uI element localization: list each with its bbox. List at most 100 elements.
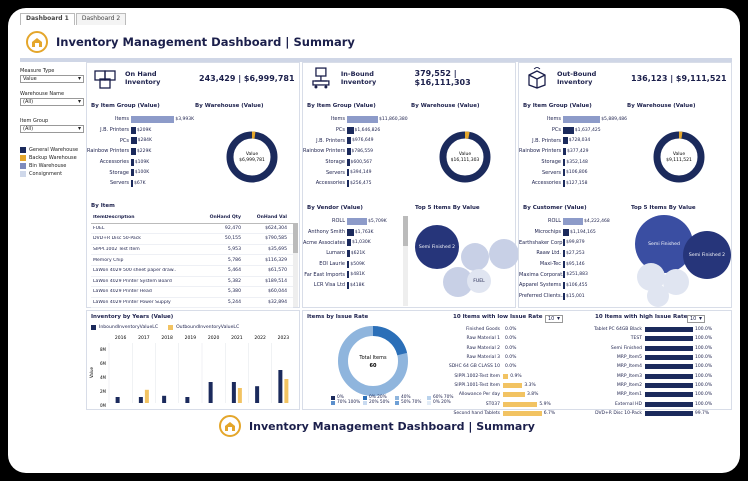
- legend-item[interactable]: 0% 20%: [363, 395, 395, 400]
- issue-row[interactable]: Raw Material 1 0.0%: [433, 334, 573, 343]
- legend-item[interactable]: 60% 70%: [427, 395, 459, 400]
- bar[interactable]: [131, 126, 136, 134]
- bar[interactable]: [347, 169, 349, 177]
- column-header[interactable]: ItemDescription: [93, 215, 135, 221]
- bar-row[interactable]: Lumaro $621K: [303, 248, 387, 259]
- inbound-bar[interactable]: [185, 397, 190, 403]
- issue-row[interactable]: External HD 100.0%: [575, 399, 731, 408]
- table-row[interactable]: DVD+R Disc 50-Pack 50,155 $790,585: [91, 234, 293, 245]
- bar[interactable]: [563, 281, 565, 289]
- bar-row[interactable]: Apparel Systems $106,455: [519, 280, 610, 291]
- bar-row[interactable]: Items $5,889,486: [519, 114, 627, 125]
- bar-row[interactable]: Servers $67K: [87, 178, 194, 189]
- bar-row[interactable]: Raaw Ltd. $27,253: [519, 248, 610, 259]
- legend-item[interactable]: 40%: [395, 395, 427, 400]
- bar-row[interactable]: PCs $1,637,425: [519, 125, 627, 136]
- issue-row[interactable]: MRP_Item5 100.0%: [575, 353, 731, 362]
- issue-bar[interactable]: [503, 382, 523, 388]
- issue-bar[interactable]: [503, 392, 525, 398]
- bar[interactable]: [563, 126, 574, 134]
- bar[interactable]: [563, 271, 566, 279]
- table-row[interactable]: Memory Chip 5,786 $116,329: [91, 255, 293, 266]
- table-row[interactable]: LaWon 4029 Printer Head 5,380 $60,044: [91, 287, 293, 298]
- bar[interactable]: [347, 147, 351, 155]
- tab-dashboard-1[interactable]: Dashboard 1: [20, 13, 75, 25]
- bar[interactable]: [131, 158, 134, 166]
- bar[interactable]: [347, 249, 350, 257]
- issue-row[interactable]: ST037 5.9%: [433, 399, 573, 408]
- bar[interactable]: [347, 126, 354, 134]
- table-row[interactable]: LaWon 4029 500 sheet paper draw.. 5,464 $6…: [91, 266, 293, 277]
- bar-row[interactable]: J.B. Printers $728,034: [519, 135, 627, 146]
- inbound-bar[interactable]: [231, 382, 236, 403]
- inbound-bar[interactable]: [278, 370, 283, 403]
- issue-bar[interactable]: [645, 364, 693, 370]
- bar[interactable]: [563, 137, 568, 145]
- legend-item[interactable]: Bin Warehouse: [20, 163, 88, 169]
- bar[interactable]: [347, 239, 351, 247]
- measure-select[interactable]: Value: [20, 75, 84, 83]
- issue-row[interactable]: SIPPI.1001-Test Item 3.3%: [433, 381, 573, 390]
- issue-row[interactable]: Raw Material 3 0.0%: [433, 353, 573, 362]
- bar-row[interactable]: Anthony Smith $1,763K: [303, 227, 387, 238]
- bar[interactable]: [347, 179, 349, 187]
- bar[interactable]: [347, 217, 367, 225]
- outbound-bar[interactable]: [237, 388, 242, 403]
- bar-row[interactable]: Items $3,993K: [87, 114, 194, 125]
- bubble-fuel[interactable]: FUEL: [467, 269, 491, 293]
- issue-bar[interactable]: [645, 392, 693, 398]
- column-header[interactable]: OnHand Qty: [209, 215, 241, 221]
- bar[interactable]: [563, 239, 565, 247]
- bar[interactable]: [563, 158, 566, 166]
- bar-row[interactable]: Accessories $109K: [87, 157, 194, 168]
- issue-bar[interactable]: [645, 410, 693, 416]
- issue-row[interactable]: SDHC 64 GB CLASS 10 0.0%: [433, 362, 573, 371]
- issue-bar[interactable]: [645, 373, 693, 379]
- issue-row[interactable]: Finished Goods 0.0%: [433, 325, 573, 334]
- bar-row[interactable]: J.B. Printers $976,649: [303, 135, 408, 146]
- bar-row[interactable]: Rainbow Printers $229K: [87, 146, 194, 157]
- bar-row[interactable]: Storage $100K: [87, 167, 194, 178]
- bar-row[interactable]: Items $11,860,380: [303, 114, 408, 125]
- bar[interactable]: [347, 271, 350, 279]
- bubble-semi-finished-2[interactable]: Semi Finished 2: [415, 225, 459, 269]
- issue-bar[interactable]: [503, 401, 538, 407]
- bar-row[interactable]: Servers $394,149: [303, 167, 408, 178]
- bubble[interactable]: [647, 285, 669, 307]
- bar[interactable]: [131, 147, 136, 155]
- legend-item[interactable]: 50% 70%: [395, 400, 427, 405]
- issue-row[interactable]: Raw Material 2 0.0%: [433, 344, 573, 353]
- inbound-bar[interactable]: [208, 382, 213, 403]
- bar[interactable]: [563, 260, 565, 268]
- issue-row[interactable]: MRP_Item2 100.0%: [575, 381, 731, 390]
- bar[interactable]: [563, 249, 565, 257]
- bar[interactable]: [563, 147, 566, 155]
- warehouse-select[interactable]: (All): [20, 98, 84, 106]
- issue-row[interactable]: MRP_Item1 100.0%: [575, 390, 731, 399]
- bar-row[interactable]: PCs $1,646,826: [303, 125, 408, 136]
- high-issue-filter[interactable]: 10: [687, 315, 705, 323]
- bar-row[interactable]: ROLL $4,222,468: [519, 216, 610, 227]
- inbound-bar[interactable]: [255, 386, 260, 403]
- outbound-bar[interactable]: [144, 389, 149, 403]
- bar-row[interactable]: Servers $106,806: [519, 167, 627, 178]
- table-row[interactable]: FUEL 92,470 $624,304: [91, 224, 293, 235]
- legend-item[interactable]: General Warehouse: [20, 147, 88, 153]
- bar[interactable]: [347, 281, 349, 289]
- legend-item[interactable]: 20% 50%: [363, 400, 395, 405]
- issue-bar[interactable]: [645, 336, 693, 342]
- outbound-donut[interactable]: Value $9,111,521: [651, 129, 707, 185]
- inbound-donut[interactable]: Value $16,111,303: [437, 129, 493, 185]
- bar-row[interactable]: Maxi-Tec $95,146: [519, 259, 610, 270]
- issue-bar[interactable]: [645, 327, 693, 333]
- bar[interactable]: [563, 115, 601, 123]
- bar[interactable]: [563, 228, 569, 236]
- legend-item[interactable]: 0% 20%: [427, 400, 459, 405]
- bar-row[interactable]: Rainbow Printers $377,429: [519, 146, 627, 157]
- issue-bar[interactable]: [503, 410, 542, 416]
- bar-row[interactable]: Accessories $127,158: [519, 178, 627, 189]
- issue-bar[interactable]: [645, 401, 693, 407]
- table-row[interactable]: LaWon 4029 Printer Power Supply 5,244 $32,…: [91, 298, 293, 309]
- issue-bar[interactable]: [503, 373, 509, 379]
- issue-row[interactable]: TEST 100.0%: [575, 334, 731, 343]
